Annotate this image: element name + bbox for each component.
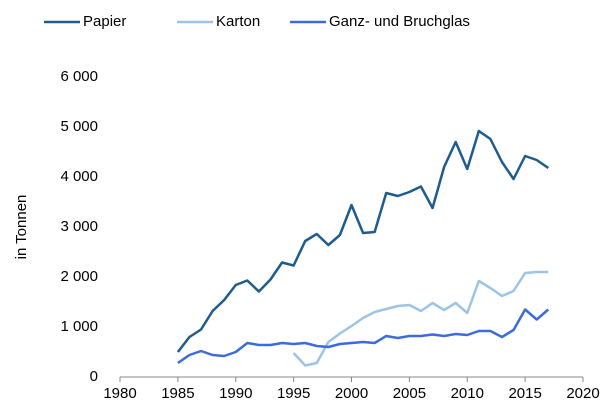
data-line — [176, 129, 549, 353]
y-tick-label: 3 000 — [60, 218, 98, 235]
x-tick-label: 1980 — [103, 385, 136, 402]
data-line — [177, 308, 550, 365]
y-tick-label: 0 — [90, 368, 98, 385]
x-tick-label: 1985 — [161, 385, 194, 402]
y-tick-label: 5 000 — [60, 118, 98, 135]
data-line — [292, 270, 549, 367]
x-tick-label: 2015 — [508, 385, 541, 402]
x-tick-label: 2010 — [451, 385, 484, 402]
y-tick-label: 1 000 — [60, 318, 98, 335]
y-axis-label: in Tonnen — [13, 195, 30, 260]
x-tick-label: 1990 — [219, 385, 252, 402]
y-tick-label: 6 000 — [60, 68, 98, 85]
x-tick-label: 2005 — [393, 385, 426, 402]
y-tick-label: 2 000 — [60, 268, 98, 285]
legend-label: Papier — [83, 13, 126, 30]
x-tick-label: 2000 — [335, 385, 368, 402]
legend-label: Ganz- und Bruchglas — [329, 13, 470, 30]
legend-label: Karton — [216, 13, 260, 30]
x-tick-label: 2020 — [566, 385, 599, 402]
x-tick-label: 1995 — [277, 385, 310, 402]
y-tick-label: 4 000 — [60, 168, 98, 185]
